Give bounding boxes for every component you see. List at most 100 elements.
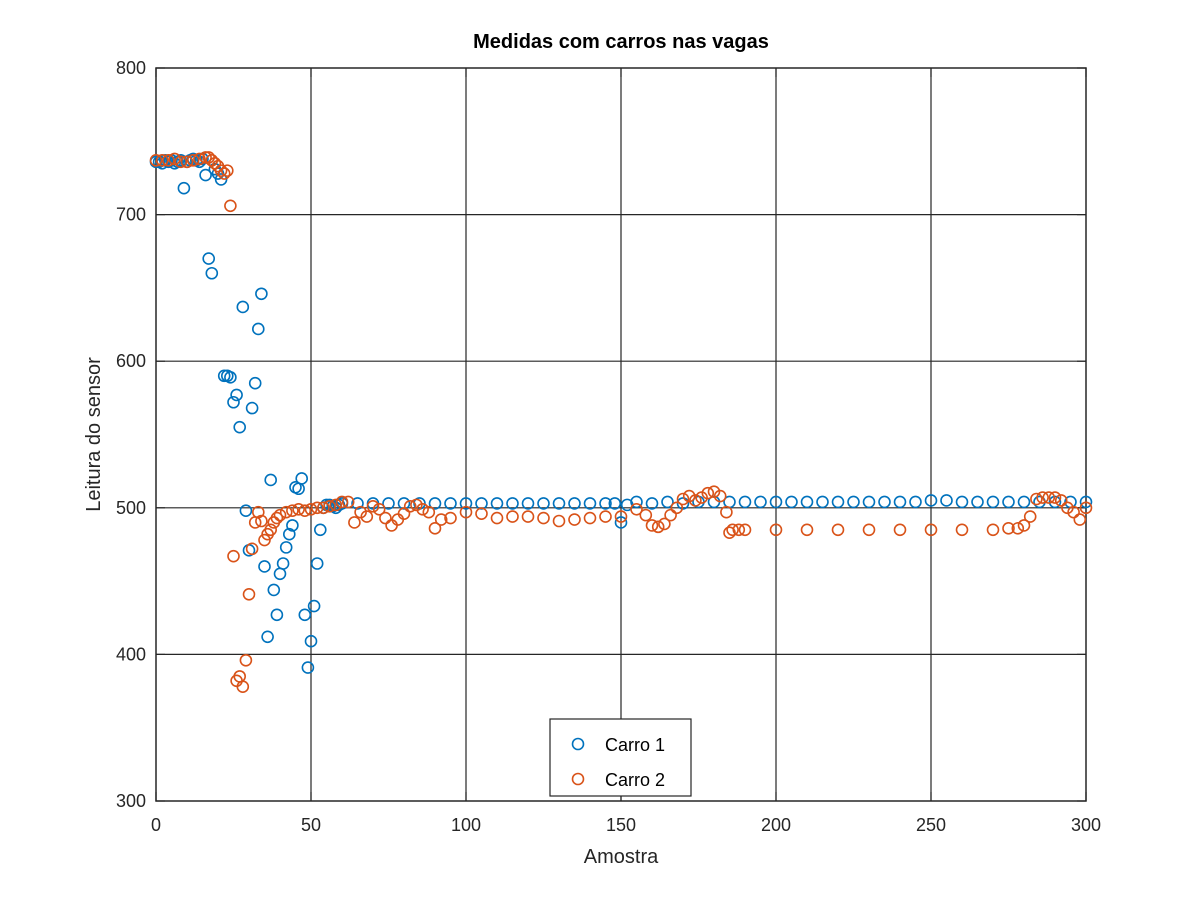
data-point: [217, 369, 231, 383]
data-point: [205, 266, 219, 280]
data-point: [689, 494, 702, 507]
data-point: [1011, 522, 1025, 535]
data-point: [909, 495, 922, 509]
data-point: [397, 507, 411, 520]
x-tick-label: 0: [151, 815, 161, 835]
data-point: [149, 154, 163, 167]
data-point: [248, 376, 262, 390]
legend: Carro 1 Carro 2: [549, 718, 692, 797]
tick-labels: 0 50 100 150 200 250 300 300 400 500 600 700 800: [116, 58, 1101, 835]
data-point: [862, 495, 876, 509]
data-point: [831, 495, 845, 509]
y-tick-label: 800: [116, 58, 146, 78]
data-point: [1073, 513, 1087, 526]
data-point: [310, 501, 324, 515]
data-point: [769, 523, 783, 537]
data-point: [422, 505, 436, 519]
data-point: [475, 507, 488, 520]
data-point: [270, 511, 284, 525]
legend-label: Carro 2: [605, 770, 665, 790]
data-point: [202, 252, 215, 265]
data-point: [552, 514, 566, 528]
legend-marker: [571, 737, 585, 751]
data-point: [251, 505, 265, 519]
data-point: [329, 498, 343, 512]
data-point: [162, 154, 175, 167]
data-point: [893, 523, 907, 537]
data-point: [341, 495, 355, 509]
data-point: [1030, 492, 1043, 506]
data-point: [986, 495, 1000, 509]
series-2-points: [149, 151, 1093, 693]
data-point: [924, 494, 938, 507]
data-point: [245, 542, 259, 556]
data-point: [298, 608, 312, 622]
data-point: [366, 500, 380, 513]
data-point: [199, 168, 212, 182]
data-point: [506, 510, 519, 523]
data-point: [490, 511, 504, 525]
data-point: [676, 492, 690, 506]
data-point: [701, 486, 715, 500]
data-point: [720, 505, 733, 519]
data-point: [323, 500, 336, 513]
data-point: [754, 495, 767, 509]
y-tick-label: 700: [116, 205, 146, 225]
data-point: [816, 495, 829, 509]
data-point: [348, 516, 361, 529]
data-point: [630, 502, 643, 516]
data-point: [214, 173, 228, 186]
data-point: [286, 504, 299, 518]
data-point: [1067, 505, 1080, 519]
data-point: [286, 519, 299, 532]
data-point: [583, 511, 597, 525]
data-point: [233, 420, 246, 434]
data-point: [506, 497, 519, 510]
data-point: [831, 523, 845, 537]
data-point: [239, 504, 253, 518]
data-point: [630, 495, 643, 509]
data-point: [193, 152, 206, 166]
data-point: [878, 495, 891, 509]
data-point: [301, 661, 315, 674]
data-point: [1017, 519, 1031, 532]
data-point: [174, 155, 188, 169]
data-point: [568, 513, 581, 526]
data-point: [1048, 491, 1062, 504]
legend-marker: [571, 772, 585, 786]
data-point: [658, 517, 671, 531]
data-point: [292, 502, 305, 516]
data-point: [1079, 501, 1093, 515]
data-point: [893, 495, 907, 509]
data-point: [258, 533, 271, 547]
data-point: [230, 388, 243, 402]
chart-title: Medidas com carros nas vagas: [473, 31, 769, 53]
data-point: [317, 501, 330, 515]
x-tick-label: 250: [916, 815, 946, 835]
data-point: [1054, 494, 1068, 507]
x-axis-label: Amostra: [584, 846, 659, 868]
data-point: [444, 511, 457, 525]
data-point: [862, 523, 876, 537]
y-tick-label: 300: [116, 791, 146, 811]
data-point: [1002, 495, 1015, 509]
data-point: [224, 371, 237, 384]
data-point: [1017, 495, 1031, 509]
data-point: [1042, 491, 1056, 504]
data-point: [279, 505, 293, 519]
data-point: [273, 508, 287, 522]
data-point: [186, 154, 200, 167]
data-point: [258, 560, 271, 573]
data-point: [434, 513, 448, 526]
data-point: [639, 508, 653, 522]
data-point: [1079, 495, 1093, 509]
data-point: [537, 511, 550, 525]
data-point: [255, 514, 268, 528]
axes: [155, 67, 1087, 802]
data-point: [732, 523, 746, 537]
data-point: [214, 164, 228, 177]
data-point: [208, 156, 222, 170]
data-point: [971, 495, 984, 509]
y-tick-label: 500: [116, 498, 146, 518]
data-point: [651, 520, 665, 534]
